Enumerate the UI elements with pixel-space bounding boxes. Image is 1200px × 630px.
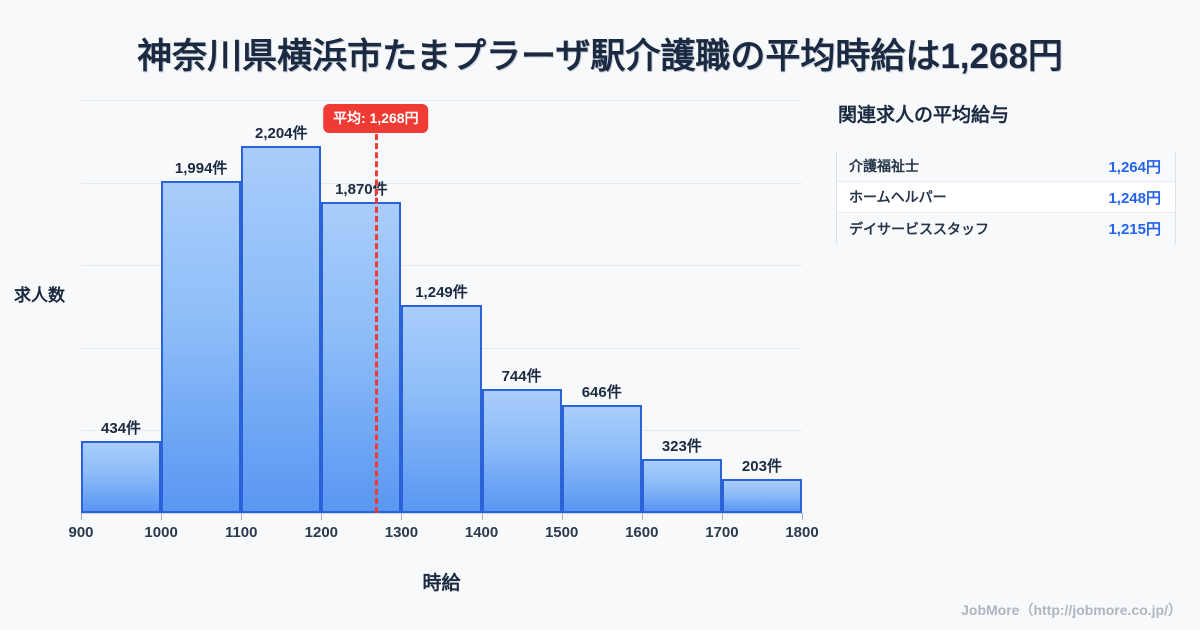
bar-value-label: 1,249件: [415, 284, 468, 301]
bar-value-label: 1,870件: [335, 180, 388, 198]
salary-row[interactable]: 介護福祉士 1,264円: [837, 151, 1175, 182]
x-tick: [81, 513, 82, 520]
histogram-bar: [161, 180, 242, 513]
salary-amount: 1,264円: [1108, 158, 1161, 176]
gridline: [81, 183, 802, 184]
x-tick-label: 900: [68, 524, 94, 541]
histogram-chart: 求人数 434件 1,994件 2,204件 1,870件 1,249件 744件 646件…: [14, 100, 819, 594]
salary-job-name: デイサービススタッフ: [849, 220, 989, 237]
x-tick-label: 1500: [544, 524, 579, 541]
x-tick-label: 1700: [705, 524, 739, 541]
x-axis-label: 時給: [422, 573, 461, 594]
x-tick-label: 1800: [785, 524, 819, 541]
x-tick-label: 1600: [625, 524, 659, 541]
salary-amount: 1,215円: [1108, 221, 1161, 238]
salary-job-name: 介護福祉士: [849, 158, 919, 174]
y-axis-label: 求人数: [14, 286, 65, 305]
histogram-bar: [481, 389, 562, 513]
x-tick: [561, 513, 563, 520]
salary-row[interactable]: ホームヘルパー 1,248円: [837, 182, 1175, 213]
bar-value-label: 1,994件: [174, 159, 228, 177]
x-axis-line: [81, 513, 803, 514]
x-tick: [641, 513, 643, 520]
x-tick: [721, 513, 723, 520]
histogram-bar: [561, 405, 642, 513]
related-salary-panel: 関連求人の平均給与 介護福祉士 1,264円ホームヘルパー 1,248円デイサービス…: [836, 100, 1176, 244]
x-tick: [241, 513, 243, 520]
related-salary-table: 介護福祉士 1,264円ホームヘルパー 1,248円デイサービススタッフ 1,215円: [836, 151, 1176, 244]
average-dashed-line: [374, 134, 378, 513]
average-badge: 平均: 1,268円: [323, 104, 429, 133]
x-tick-label: 1100: [224, 524, 258, 541]
footer-credit: JobMore（http://jobmore.co.jp/）: [961, 602, 1182, 618]
bar-value-label: 744件: [501, 368, 542, 386]
bar-value-label: 323件: [661, 438, 702, 456]
page-title: 神奈川県横浜市たまプラーザ駅介護職の平均時給は1,268円: [137, 37, 1063, 76]
x-tick: [481, 513, 483, 520]
histogram-bar: [241, 145, 322, 513]
x-tick: [802, 513, 803, 520]
bar-value-label: 646件: [581, 384, 622, 402]
x-tick-label: 1000: [144, 524, 178, 541]
x-tick: [321, 513, 323, 520]
related-salary-heading: 関連求人の平均給与: [838, 105, 1010, 126]
histogram-bar: [641, 459, 722, 513]
histogram-bar: [81, 440, 162, 513]
gridline: [81, 100, 802, 101]
salary-amount: 1,248円: [1108, 189, 1161, 207]
x-tick: [161, 513, 163, 520]
histogram-bar: [401, 305, 482, 513]
salary-row[interactable]: デイサービススタッフ 1,215円: [837, 213, 1175, 244]
salary-job-name: ホームヘルパー: [849, 189, 947, 205]
x-tick-label: 1400: [464, 524, 499, 541]
x-tick: [401, 513, 403, 520]
x-tick-label: 1200: [304, 524, 339, 541]
bar-value-label: 2,204件: [254, 124, 308, 142]
histogram-bar: [721, 479, 802, 513]
bar-value-label: 203件: [741, 458, 782, 476]
histogram-bar: [321, 201, 402, 513]
bar-value-label: 434件: [101, 419, 142, 437]
gridline: [81, 265, 802, 266]
x-tick-label: 1300: [384, 524, 419, 541]
